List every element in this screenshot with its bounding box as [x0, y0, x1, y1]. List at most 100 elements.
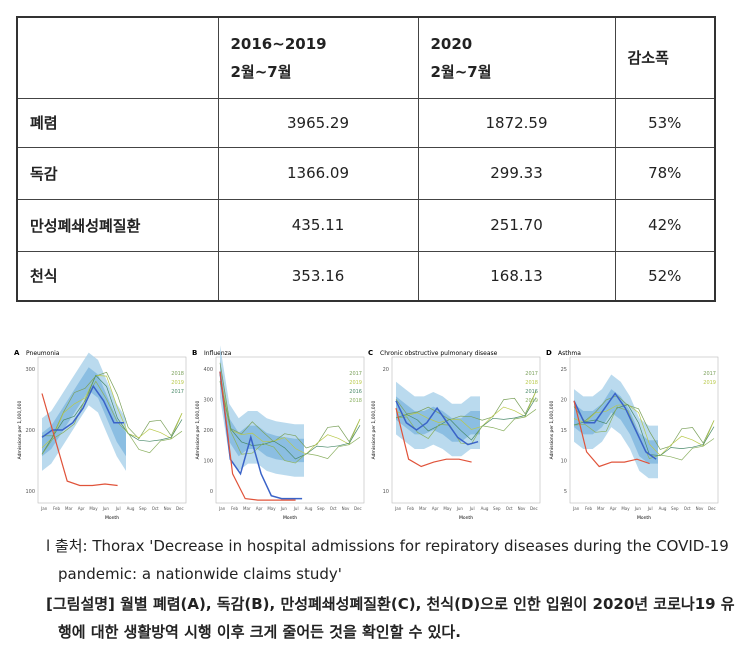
- past-year-line: [219, 374, 361, 455]
- panel-title: Chronic obstructive pulmonary disease: [380, 350, 498, 357]
- y-tick-label: 300: [25, 367, 35, 373]
- x-tick-label: Sep: [671, 506, 679, 511]
- past-year-line: [395, 397, 537, 441]
- series-label: 2016: [525, 389, 538, 395]
- series-label: 2019: [349, 380, 362, 386]
- confidence-band: [42, 352, 126, 471]
- panel: D Asthma Admissions per 1,000,000 Month 25 20…: [546, 349, 719, 521]
- past-year-line: [395, 391, 537, 430]
- past-year-line: [42, 371, 183, 440]
- past-year-line: [219, 381, 361, 464]
- x-tick-label: May: [89, 506, 98, 511]
- table-cell: 3965.29: [217, 97, 419, 148]
- x-tick-label: Jun: [634, 506, 642, 511]
- plot-frame: [569, 356, 719, 504]
- past-year-line: [41, 375, 183, 449]
- x-tick-label: Oct: [684, 506, 691, 511]
- x-axis-label: Month: [459, 515, 473, 521]
- x-tick-label: Jun: [102, 506, 110, 511]
- 2020-line: [395, 407, 472, 468]
- table-cell: 435.11: [217, 198, 419, 252]
- x-tick-label: Jun: [456, 506, 464, 511]
- plot-frame: [215, 356, 365, 504]
- x-tick-label: Aug: [127, 506, 135, 511]
- series-label: 2019: [171, 380, 184, 386]
- figure: A Pneumonia Admissions per 1,000,000 Month 3…: [14, 345, 719, 521]
- panel-letter: C: [368, 349, 373, 357]
- x-tick-label: Oct: [330, 506, 337, 511]
- series-label: 2018: [349, 398, 362, 404]
- x-tick-label: Jul: [115, 506, 121, 511]
- x-tick-label: Jul: [647, 506, 653, 511]
- panel-letter: B: [192, 349, 197, 357]
- x-tick-label: Nov: [518, 506, 526, 511]
- series-label: 2019: [525, 398, 538, 404]
- x-tick-label: Jan: [218, 506, 226, 511]
- x-tick-label: Nov: [342, 506, 350, 511]
- y-tick-label: 200: [25, 428, 35, 434]
- x-tick-label: Mar: [243, 506, 251, 511]
- past-year-line: [573, 404, 715, 456]
- x-tick-label: Jul: [469, 506, 475, 511]
- x-axis-label: Month: [283, 515, 297, 521]
- x-tick-label: Jul: [293, 506, 299, 511]
- plot-frame: [37, 356, 187, 504]
- x-tick-label: Sep: [139, 506, 147, 511]
- average-line: [573, 392, 657, 460]
- x-tick-label: Nov: [164, 506, 172, 511]
- past-year-line: [573, 404, 715, 457]
- x-tick-label: Mar: [65, 506, 73, 511]
- table-row: 폐렴 3965.29 1872.59 53%: [16, 97, 716, 148]
- table-cell: 52%: [614, 250, 716, 302]
- x-tick-label: Sep: [317, 506, 325, 511]
- x-tick-label: Feb: [53, 506, 61, 511]
- y-axis-label: Admissions per 1,000,000: [371, 401, 377, 460]
- 2020-line: [41, 393, 118, 487]
- x-tick-label: Apr: [78, 506, 85, 511]
- x-tick-label: Feb: [407, 506, 415, 511]
- header-text: 2016~2019: [230, 34, 327, 53]
- x-tick-label: Apr: [610, 506, 617, 511]
- y-tick-label: 10: [383, 489, 389, 495]
- y-tick-label: 100: [203, 459, 213, 465]
- y-tick-label: 200: [203, 428, 213, 434]
- series-label: 2017: [171, 389, 184, 395]
- table-cell: 299.33: [417, 146, 616, 200]
- y-tick-label: 100: [25, 489, 35, 495]
- average-line: [219, 371, 303, 500]
- series-label: 2018: [525, 380, 538, 386]
- table-cell: 251.70: [417, 198, 616, 252]
- table-row: 독감 1366.09 299.33 78%: [16, 146, 716, 200]
- header-text: 2월~7월: [430, 62, 492, 81]
- average-line: [395, 400, 479, 446]
- x-tick-label: Aug: [481, 506, 489, 511]
- x-tick-label: Oct: [152, 506, 159, 511]
- 2020-line: [573, 400, 650, 468]
- x-tick-label: Nov: [696, 506, 704, 511]
- past-year-line: [573, 395, 715, 450]
- table-cell: 1366.09: [217, 146, 419, 200]
- panel: C Chronic obstructive pulmonary disease Ad…: [368, 349, 541, 521]
- x-tick-label: Mar: [597, 506, 605, 511]
- y-tick-label: 400: [203, 367, 213, 373]
- series-label: 2017: [525, 371, 538, 377]
- y-axis-label: Admissions per 1,000,000: [17, 401, 23, 460]
- average-line: [41, 384, 125, 438]
- table-cell: 353.16: [217, 250, 419, 302]
- past-year-line: [41, 380, 183, 455]
- x-tick-label: Jan: [394, 506, 402, 511]
- x-tick-label: Aug: [305, 506, 313, 511]
- series-label: 2016: [349, 389, 362, 395]
- header-cell: 2020 2월~7월: [417, 16, 616, 99]
- x-tick-label: Dec: [530, 506, 538, 511]
- y-tick-label: 300: [203, 398, 213, 404]
- header-text: 2020: [430, 34, 473, 53]
- y-tick-label: 20: [561, 398, 567, 404]
- panel-title: Asthma: [558, 350, 581, 357]
- series-label: 2018: [171, 371, 184, 377]
- confidence-band-inner: [220, 359, 304, 463]
- description: [그림설명] 월별 폐렴(A), 독감(B), 만성폐쇄성폐질환(C), 천식(…: [46, 595, 735, 641]
- panel-letter: D: [546, 349, 552, 357]
- past-year-line: [219, 362, 361, 449]
- plot-frame: [391, 356, 541, 504]
